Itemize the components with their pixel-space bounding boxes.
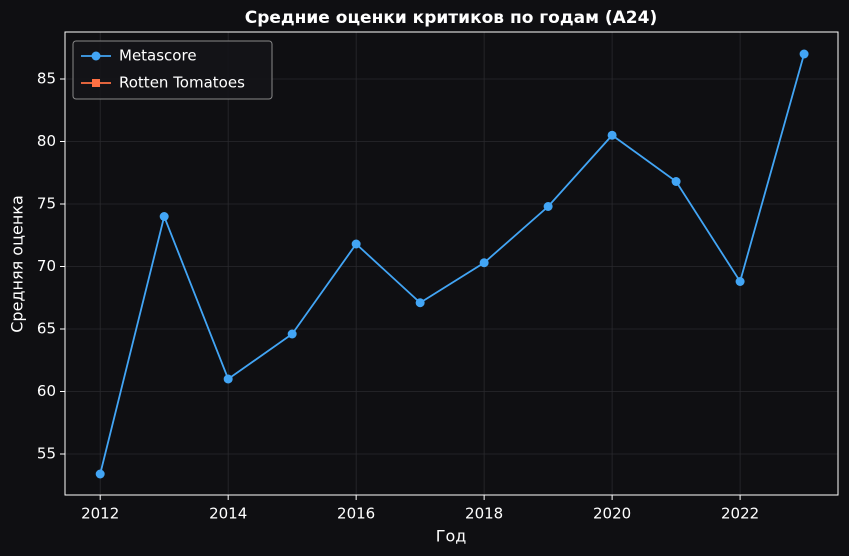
point <box>287 329 297 339</box>
y-tick-label: 75 <box>37 195 56 213</box>
x-tick-label: 2020 <box>593 505 631 523</box>
y-tick-label: 85 <box>37 70 56 88</box>
x-axis-label: Год <box>436 527 467 546</box>
point <box>735 277 745 286</box>
x-tick-label: 2016 <box>337 505 375 523</box>
point <box>799 49 809 59</box>
point <box>351 239 361 249</box>
point <box>479 258 489 268</box>
point <box>671 177 681 186</box>
y-tick-label: 60 <box>37 382 56 400</box>
point <box>543 202 553 211</box>
point <box>95 469 105 479</box>
point <box>159 212 169 221</box>
legend-box <box>72 40 273 100</box>
series-line <box>99 53 805 475</box>
x-tick-label: 2022 <box>721 505 759 523</box>
point <box>415 298 425 308</box>
x-tick-label: 2018 <box>465 505 503 523</box>
plot-frame <box>64 31 839 496</box>
legend-marker <box>91 51 101 61</box>
y-tick-label: 80 <box>37 132 56 150</box>
y-tick-label: 65 <box>37 320 56 338</box>
legend-label: Metascore <box>119 47 197 65</box>
y-tick-label: 55 <box>37 445 56 463</box>
y-tick-label: 70 <box>37 257 56 275</box>
point <box>607 130 617 140</box>
x-tick-label: 2012 <box>81 505 119 523</box>
chart-title: Средние оценки критиков по годам (A24) <box>245 8 657 28</box>
legend-marker <box>92 79 100 87</box>
x-tick-label: 2014 <box>209 505 247 523</box>
y-axis-label: Средняя оценка <box>8 195 27 332</box>
point <box>223 374 233 384</box>
legend-label: Rotten Tomatoes <box>119 74 245 92</box>
